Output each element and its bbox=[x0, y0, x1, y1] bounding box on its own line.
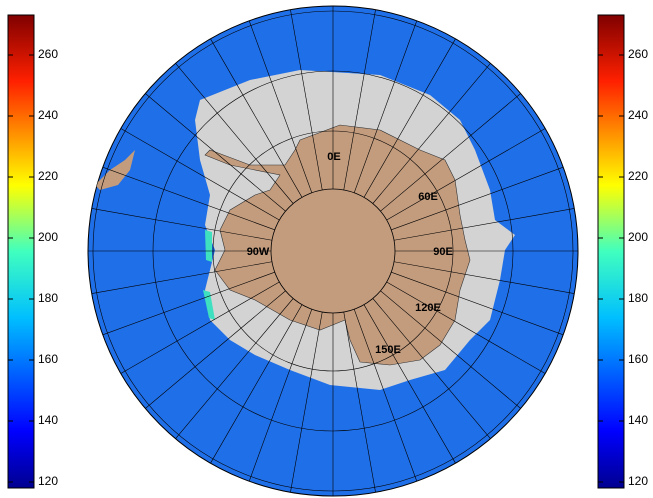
meridian bbox=[363, 38, 456, 198]
meridian bbox=[380, 93, 521, 212]
meridian bbox=[394, 261, 575, 294]
colorbar-label: 260 bbox=[628, 47, 648, 61]
meridian bbox=[386, 281, 546, 374]
meridian bbox=[210, 38, 303, 198]
longitude-label: 60E bbox=[418, 191, 438, 203]
colorbar-label: 180 bbox=[628, 291, 648, 305]
ice-edge bbox=[205, 230, 212, 262]
graticule bbox=[88, 6, 578, 496]
meridian bbox=[145, 290, 286, 409]
colorbar-label: 260 bbox=[38, 47, 58, 61]
meridian bbox=[91, 261, 272, 294]
colorbar-label: 140 bbox=[38, 413, 58, 427]
colorbar-label: 200 bbox=[38, 230, 58, 244]
colorbar-label: 120 bbox=[38, 474, 58, 488]
meridian bbox=[343, 9, 376, 190]
meridian bbox=[372, 298, 491, 439]
colorbar-label: 220 bbox=[628, 169, 648, 183]
meridian bbox=[290, 312, 323, 493]
colorbar-label: 240 bbox=[38, 108, 58, 122]
meridian bbox=[391, 271, 564, 336]
pole-cap bbox=[270, 188, 396, 314]
meridian bbox=[145, 93, 286, 212]
meridian bbox=[248, 309, 313, 482]
meridian bbox=[386, 128, 546, 221]
meridian bbox=[91, 208, 272, 241]
meridian bbox=[120, 128, 280, 221]
longitude-label: 120E bbox=[415, 302, 441, 314]
meridian bbox=[380, 290, 521, 409]
meridian bbox=[290, 9, 323, 190]
longitude-label: 90E bbox=[433, 246, 453, 258]
colorbar-label: 220 bbox=[38, 169, 58, 183]
south-america-tip bbox=[95, 150, 135, 190]
meridian bbox=[120, 281, 280, 374]
colorbar-label: 160 bbox=[38, 352, 58, 366]
meridian bbox=[175, 298, 294, 439]
meridian bbox=[175, 63, 294, 204]
colorbar-label: 240 bbox=[628, 108, 648, 122]
meridian bbox=[102, 166, 275, 231]
left-colorbar bbox=[7, 14, 35, 489]
colorbar-label: 120 bbox=[628, 474, 648, 488]
meridian bbox=[391, 166, 564, 231]
longitude-label: 90W bbox=[247, 246, 270, 258]
meridian bbox=[394, 208, 575, 241]
meridian bbox=[363, 304, 456, 464]
meridian bbox=[210, 304, 303, 464]
longitude-label: 0E bbox=[327, 151, 340, 163]
meridian bbox=[102, 271, 275, 336]
colorbar-label: 160 bbox=[628, 352, 648, 366]
colorbar-label: 140 bbox=[628, 413, 648, 427]
meridian bbox=[343, 312, 376, 493]
longitude-label: 150E bbox=[375, 344, 401, 356]
meridian bbox=[372, 63, 491, 204]
meridian bbox=[353, 309, 418, 482]
polar-map: 0E 60E 90E 120E 150E 90W bbox=[87, 5, 579, 497]
meridian bbox=[353, 20, 418, 193]
colorbar-label: 200 bbox=[628, 230, 648, 244]
right-colorbar bbox=[597, 14, 625, 489]
colorbar-label: 180 bbox=[38, 291, 58, 305]
meridian bbox=[248, 20, 313, 193]
